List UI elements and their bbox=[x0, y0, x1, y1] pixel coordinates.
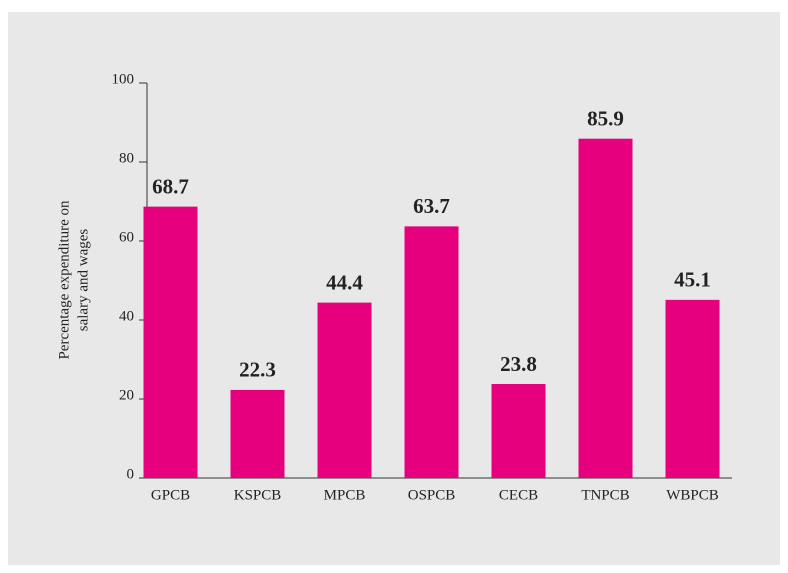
x-tick-label: CECB bbox=[499, 487, 538, 503]
value-label: 23.8 bbox=[500, 352, 537, 376]
bar bbox=[665, 299, 720, 478]
x-tick-label: MPCB bbox=[324, 487, 366, 503]
y-axis-label: Percentage expenditure on bbox=[56, 200, 72, 360]
bar bbox=[230, 389, 285, 478]
y-tick-label: 60 bbox=[119, 229, 134, 245]
value-label: 68.7 bbox=[152, 174, 189, 198]
chart-background bbox=[8, 12, 780, 565]
y-tick-label: 20 bbox=[119, 387, 134, 403]
bar bbox=[491, 383, 546, 478]
value-label: 85.9 bbox=[587, 107, 624, 131]
x-tick-label: TNPCB bbox=[581, 487, 629, 503]
value-label: 45.1 bbox=[674, 268, 711, 292]
x-tick-label: OSPCB bbox=[408, 487, 456, 503]
y-tick-label: 100 bbox=[112, 71, 135, 87]
x-tick-label: GPCB bbox=[151, 487, 190, 503]
value-label: 22.3 bbox=[239, 358, 276, 382]
y-tick-label: 40 bbox=[119, 308, 134, 324]
bar bbox=[404, 226, 459, 478]
x-tick-label: KSPCB bbox=[234, 487, 282, 503]
value-label: 63.7 bbox=[413, 194, 450, 218]
y-tick-label: 80 bbox=[119, 150, 134, 166]
y-tick-label: 0 bbox=[127, 466, 135, 482]
bar bbox=[317, 302, 372, 478]
y-axis-label: salary and wages bbox=[75, 229, 91, 332]
x-tick-label: WBPCB bbox=[666, 487, 719, 503]
bar bbox=[143, 206, 198, 478]
value-label: 44.4 bbox=[326, 270, 363, 294]
bar bbox=[578, 138, 633, 478]
